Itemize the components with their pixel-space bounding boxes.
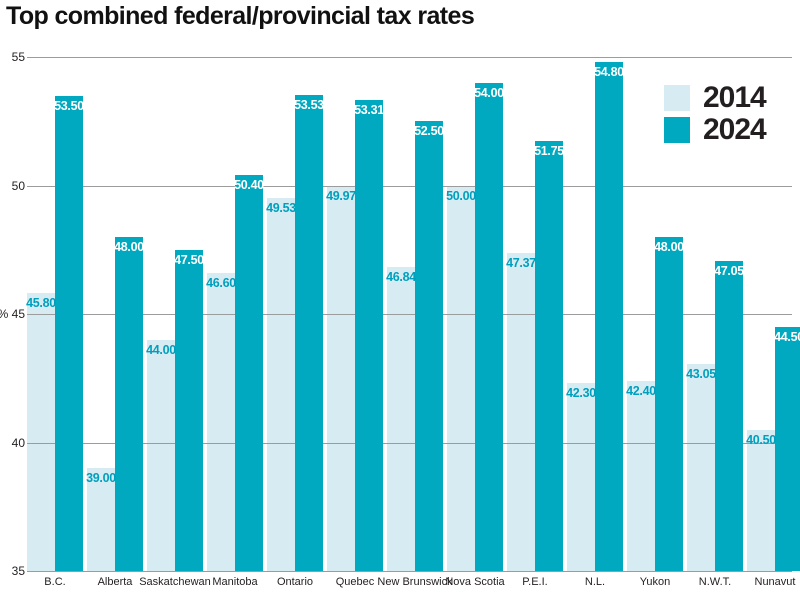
bar-2024-pei	[535, 140, 563, 571]
y-axis-tick-40: 40	[11, 436, 25, 450]
bar-value-2024-bc: 53.50	[54, 98, 84, 113]
y-axis-tick-35: 35	[11, 564, 25, 578]
bar-value-2024-newbrunswick: 52.50	[414, 124, 444, 139]
bar-value-2014-quebec: 49.97	[326, 189, 356, 204]
x-axis-label-novascotia: Nova Scotia	[445, 576, 505, 588]
gridline-35	[27, 571, 792, 572]
legend-label-2014: 2014	[703, 81, 767, 114]
bar-value-2014-manitoba: 46.60	[206, 275, 236, 290]
legend-swatch-2014	[664, 84, 690, 111]
bar-value-2024-pei: 51.75	[534, 143, 564, 158]
bar-2014-manitoba	[207, 272, 235, 571]
gridline-50	[27, 186, 792, 187]
bar-2014-pei	[507, 253, 535, 571]
x-axis-label-nunavut: Nunavut	[754, 576, 796, 588]
x-axis-label-nl: N.L.	[584, 576, 606, 588]
bar-value-2014-nunavut: 40.50	[746, 432, 776, 447]
x-axis-label-alberta: Alberta	[97, 576, 133, 588]
bar-2024-manitoba	[235, 175, 263, 571]
bar-2024-bc	[55, 95, 83, 571]
bar-value-2014-bc: 45.80	[26, 296, 56, 311]
legend: 2014 2024	[664, 81, 767, 148]
bar-2014-nl	[567, 383, 595, 571]
bar-2014-alberta	[87, 468, 115, 571]
x-axis-label-quebec: Quebec	[335, 576, 375, 588]
x-axis-label-nwt: N.W.T.	[698, 576, 732, 588]
bar-value-2024-manitoba: 50.40	[234, 178, 264, 193]
legend-item-2024: 2024	[664, 113, 767, 146]
legend-swatch-2024	[664, 116, 690, 143]
bar-value-2024-novascotia: 54.00	[474, 85, 504, 100]
bar-2024-nunavut	[775, 326, 800, 571]
bar-2024-nl	[595, 62, 623, 571]
bar-value-2014-saskatchewan: 44.00	[146, 342, 176, 357]
y-axis-tick-55: 55	[11, 50, 25, 64]
bar-2014-quebec	[327, 186, 355, 571]
bar-2024-alberta	[115, 236, 143, 571]
x-axis-label-pei: P.E.I.	[522, 576, 548, 588]
bar-value-2014-yukon: 42.40	[626, 383, 656, 398]
bar-2024-novascotia	[475, 82, 503, 571]
bar-value-2014-nwt: 43.05	[686, 367, 716, 382]
legend-label-2024: 2024	[703, 113, 767, 146]
gridline-40	[27, 443, 792, 444]
x-axis-label-newbrunswick: New Brunswick	[377, 576, 453, 588]
bar-2024-saskatchewan	[175, 249, 203, 571]
bar-value-2014-novascotia: 50.00	[446, 188, 476, 203]
x-axis-label-saskatchewan: Saskatchewan	[139, 576, 211, 588]
y-axis-tick-45: % 45	[0, 307, 25, 321]
bar-2024-quebec	[355, 100, 383, 571]
bar-value-2024-nl: 54.80	[594, 65, 624, 80]
gridline-45	[27, 314, 792, 315]
bar-2014-newbrunswick	[387, 266, 415, 571]
bar-value-2014-pei: 47.37	[506, 256, 536, 271]
bar-value-2024-nwt: 47.05	[714, 264, 744, 279]
bar-value-2024-alberta: 48.00	[114, 239, 144, 254]
gridline-55	[27, 57, 792, 58]
bar-2024-ontario	[295, 94, 323, 571]
bar-value-2024-nunavut: 44.50	[774, 329, 800, 344]
bar-value-2014-newbrunswick: 46.84	[386, 269, 416, 284]
bar-2014-saskatchewan	[147, 339, 175, 571]
bar-2014-ontario	[267, 197, 295, 571]
chart-title: Top combined federal/provincial tax rate…	[6, 2, 475, 30]
bar-value-2024-quebec: 53.31	[354, 103, 384, 118]
y-axis-tick-50: 50	[11, 179, 25, 193]
bar-value-2014-nl: 42.30	[566, 386, 596, 401]
x-axis-label-bc: B.C.	[44, 576, 66, 588]
x-axis-label-ontario: Ontario	[276, 576, 314, 588]
bar-2014-nwt	[687, 364, 715, 571]
x-axis-label-manitoba: Manitoba	[212, 576, 258, 588]
bar-2024-yukon	[655, 236, 683, 571]
bar-2014-novascotia	[447, 185, 475, 571]
bar-2024-nwt	[715, 261, 743, 571]
legend-item-2014: 2014	[664, 81, 767, 114]
bar-2014-bc	[27, 293, 55, 571]
bar-value-2014-ontario: 49.53	[266, 200, 296, 215]
x-axis-label-yukon: Yukon	[639, 576, 671, 588]
bar-2024-newbrunswick	[415, 121, 443, 571]
bar-2014-nunavut	[747, 429, 775, 571]
bar-value-2014-alberta: 39.00	[86, 471, 116, 486]
bar-value-2024-yukon: 48.00	[654, 239, 684, 254]
bar-value-2024-ontario: 53.53	[294, 97, 324, 112]
bar-2014-yukon	[627, 380, 655, 571]
bar-value-2024-saskatchewan: 47.50	[174, 252, 204, 267]
